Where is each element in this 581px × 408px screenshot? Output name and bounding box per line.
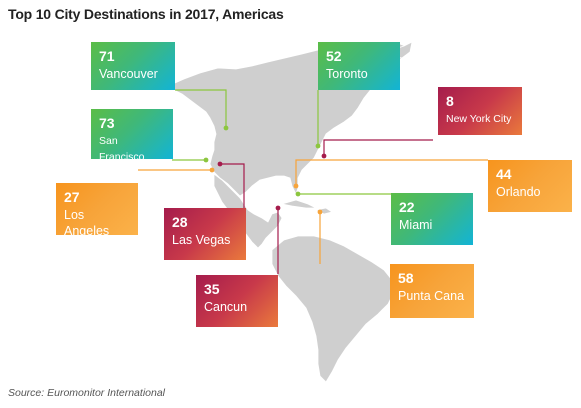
marker-los-angeles (209, 167, 215, 173)
card-new-york-city: 8 New York City (438, 87, 522, 135)
source-note: Source: Euromonitor International (8, 387, 166, 399)
rank-las-vegas: 28 (172, 214, 188, 230)
leader-orlando (295, 159, 488, 186)
city-new-york-city: New York City (446, 113, 512, 125)
rank-new-york-city: 8 (446, 93, 454, 109)
city-los-angeles: Los Angeles (64, 208, 110, 238)
card-las-vegas: 28 Las Vegas (164, 208, 246, 260)
card-miami: 22 Miami (391, 193, 473, 245)
rank-los-angeles: 27 (64, 189, 80, 205)
leader-lines (138, 89, 488, 274)
rank-cancun: 35 (204, 281, 220, 297)
city-miami: Miami (399, 218, 433, 232)
leader-new-york (323, 139, 433, 156)
marker-cancun (275, 205, 281, 211)
card-cancun: 35 Cancun (196, 275, 278, 327)
card-orlando: 44 Orlando (488, 160, 572, 212)
city-vancouver: Vancouver (99, 67, 158, 81)
city-markers (203, 125, 327, 215)
card-san-francisco: 73 San Francisco (91, 109, 173, 163)
rank-san-francisco: 73 (99, 115, 115, 131)
marker-las-vegas (217, 161, 223, 167)
city-cancun: Cancun (204, 300, 248, 314)
rank-miami: 22 (399, 199, 415, 215)
rank-toronto: 52 (326, 48, 342, 64)
marker-punta-cana (317, 209, 323, 215)
card-vancouver: 71 Vancouver (91, 42, 175, 90)
marker-new-york (321, 153, 327, 159)
marker-san-francisco (203, 157, 209, 163)
marker-toronto (315, 143, 321, 149)
city-punta-cana: Punta Cana (398, 289, 465, 303)
card-toronto: 52 Toronto (318, 42, 400, 90)
rank-vancouver: 71 (99, 48, 115, 64)
south-america-landmass (271, 235, 395, 383)
leader-vancouver (175, 89, 227, 128)
city-las-vegas: Las Vegas (172, 233, 231, 247)
map-title: Top 10 City Destinations in 2017, Americ… (8, 6, 284, 22)
rank-punta-cana: 58 (398, 270, 414, 286)
card-punta-cana: 58 Punta Cana (390, 264, 474, 318)
marker-miami (295, 191, 301, 197)
leader-las-vegas (220, 163, 245, 208)
city-san-francisco: San Francisco (99, 135, 145, 163)
rank-orlando: 44 (496, 166, 512, 182)
marker-vancouver (223, 125, 229, 131)
cuba-landmass (281, 199, 317, 209)
card-los-angeles: 27 Los Angeles (56, 183, 138, 238)
marker-orlando (293, 183, 299, 189)
city-toronto: Toronto (326, 67, 368, 81)
city-orlando: Orlando (496, 185, 541, 199)
